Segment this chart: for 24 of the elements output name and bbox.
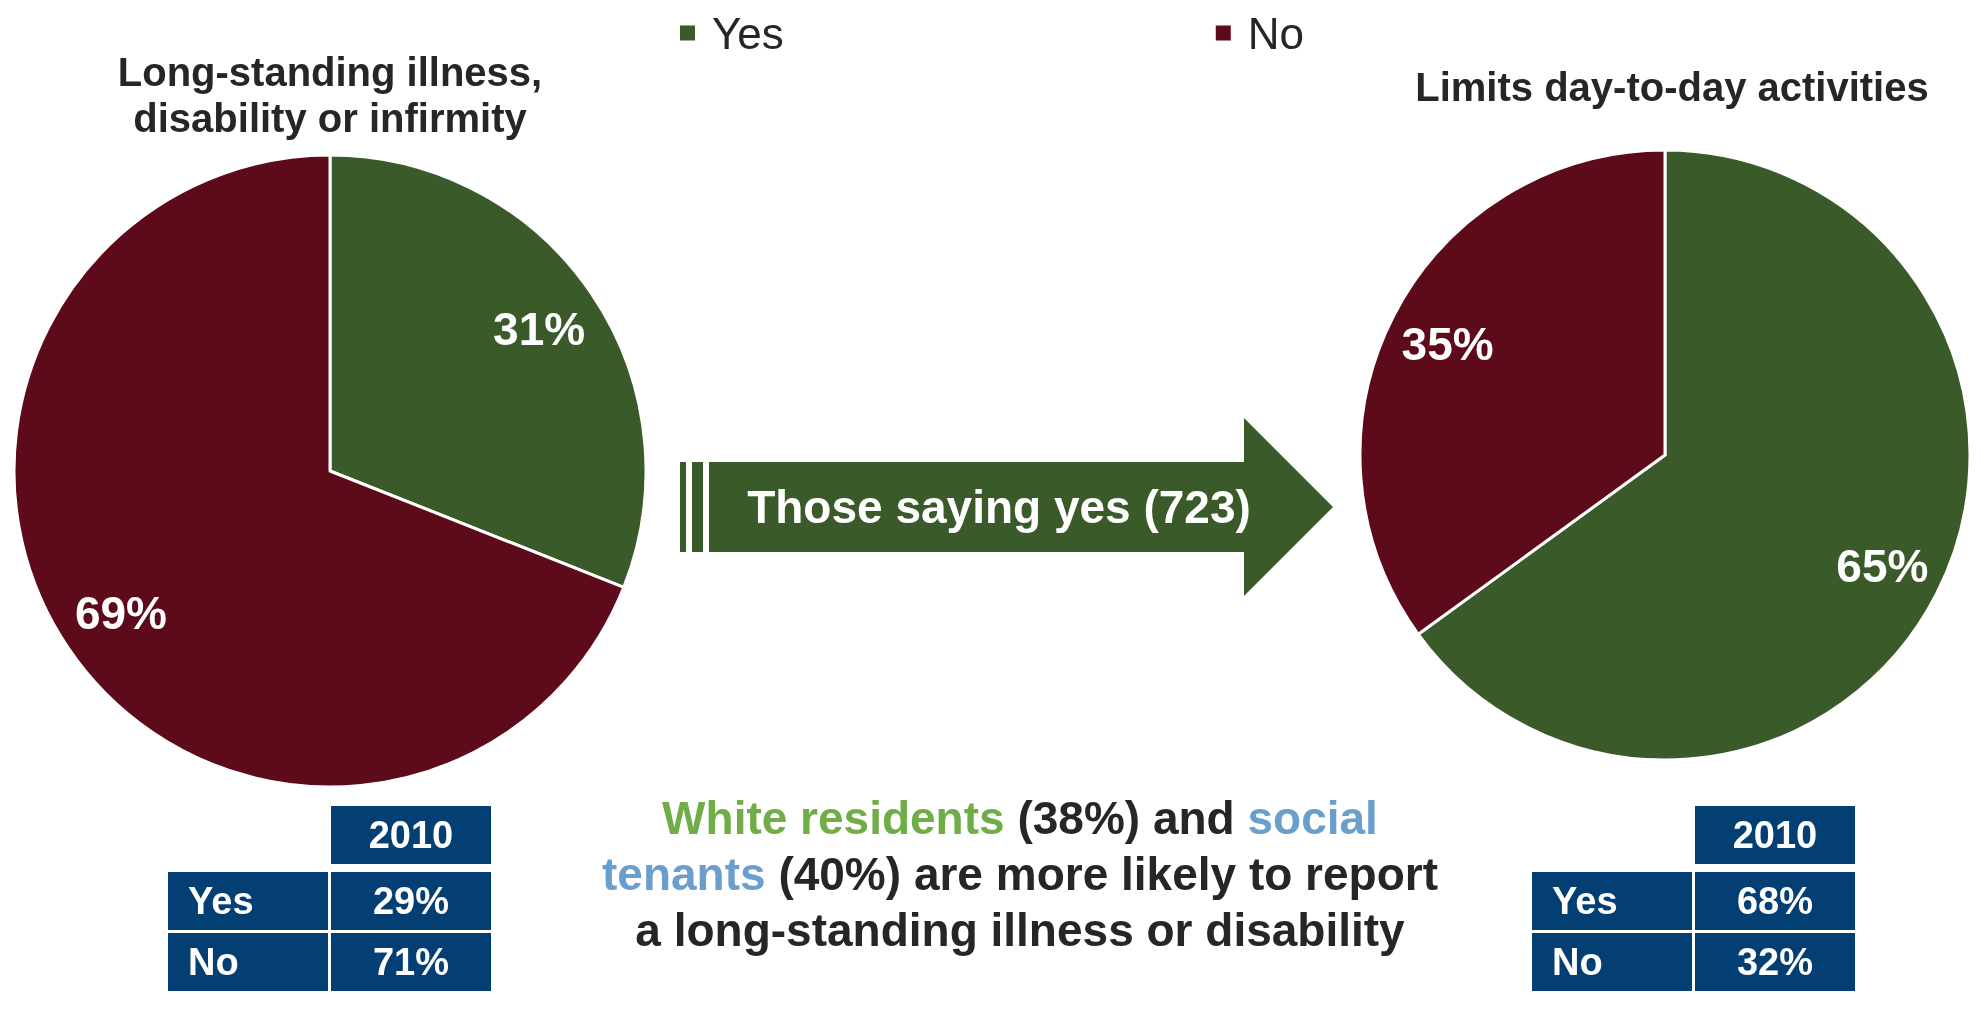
category-label: Yes: [1552, 879, 1618, 923]
table-cell: Yes: [1532, 872, 1692, 930]
text: White residents (38%) and social tenants (40%) are more likely to report a long-standing illness or disability: [602, 792, 1438, 956]
data-label: 69%: [74, 587, 167, 640]
table-cell: 2010: [331, 806, 491, 864]
table-cell: No: [1532, 933, 1692, 991]
table-cell: Yes: [168, 872, 328, 930]
table-cell: 29%: [331, 872, 491, 930]
slice-label: Long-standing illness, disability or infirmity: [116, 49, 544, 141]
legend-label: Yes: [711, 8, 784, 58]
table-cell: No: [168, 933, 328, 991]
category-label: Yes: [188, 879, 254, 923]
legend-label: No: [1247, 8, 1305, 58]
data-label: 35%: [1401, 318, 1494, 371]
table-cell: 71%: [331, 933, 491, 991]
data-label: 65%: [1836, 539, 1929, 592]
data-label: 31%: [493, 302, 586, 355]
table-cell: 68%: [1695, 872, 1855, 930]
text: Those saying yes (723): [747, 480, 1251, 534]
table-cell: 2010: [1695, 806, 1855, 864]
category-label: No: [1552, 940, 1603, 984]
table-cell: 32%: [1695, 933, 1855, 991]
category-label: No: [188, 940, 239, 984]
slice-label: Limits day-to-day activities: [1414, 64, 1930, 110]
